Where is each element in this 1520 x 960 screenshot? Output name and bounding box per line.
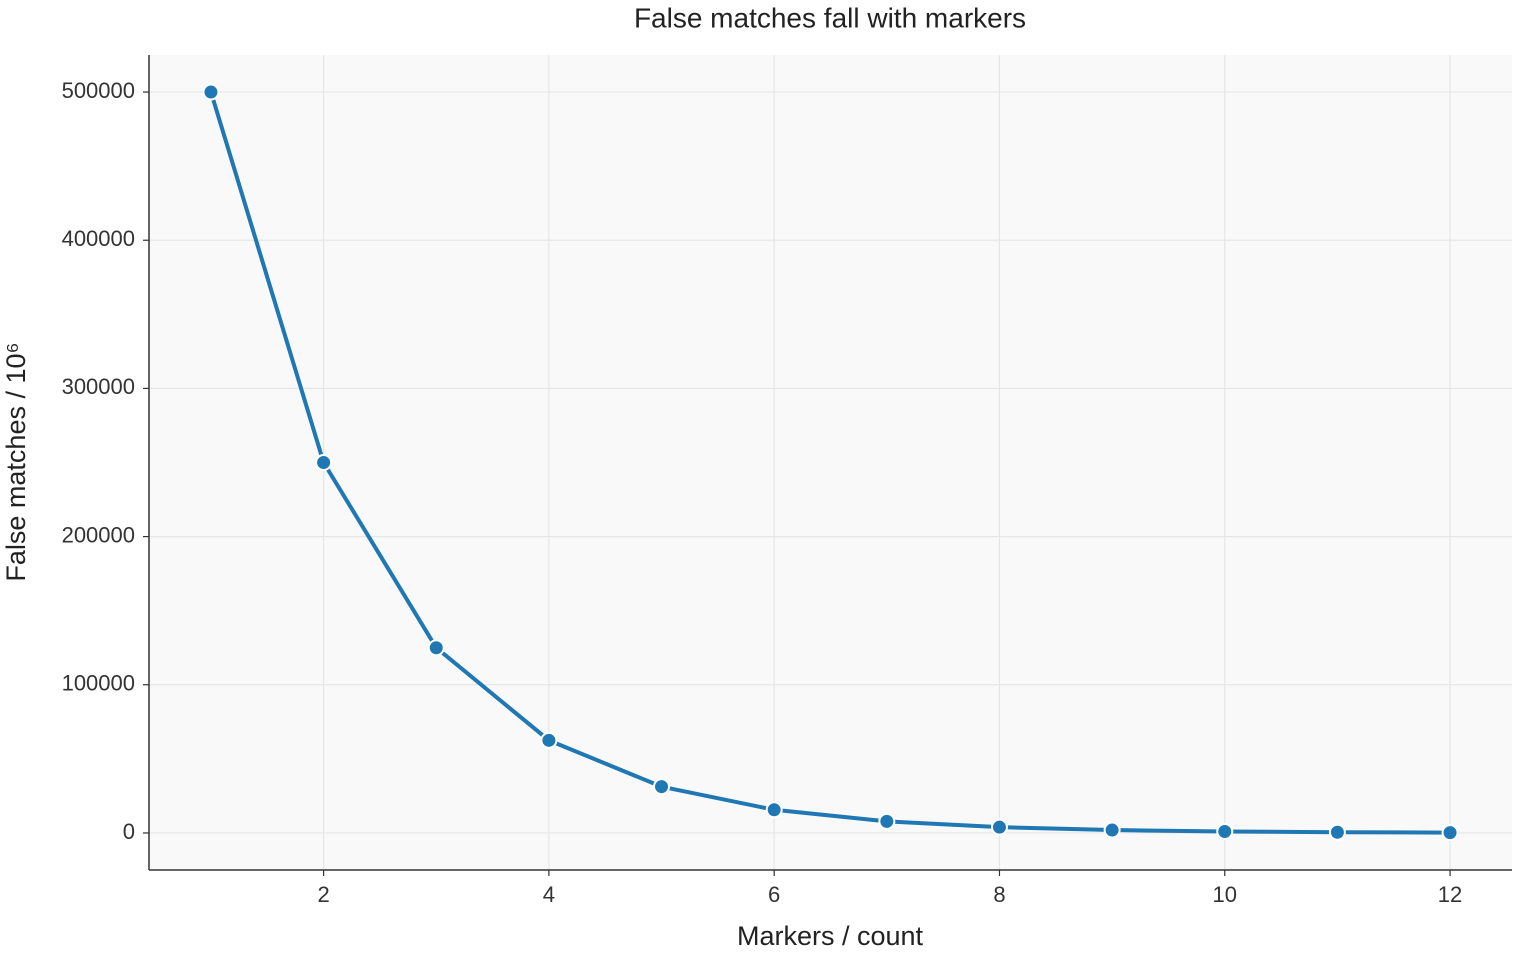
point [315,454,333,471]
y-tick-label: 200000 [62,522,135,547]
point [540,731,558,749]
y-tick-label: 500000 [62,78,135,103]
y-tick-label: 300000 [62,374,135,399]
x-tick-label: 2 [317,882,329,907]
x-tick-label: 4 [543,882,555,907]
point [202,83,220,101]
point [1103,821,1121,839]
point [1328,823,1346,841]
point [765,801,783,819]
plot-area [149,55,1512,870]
series-line [209,91,1451,835]
x-tick-label: 10 [1213,882,1237,907]
point [878,812,896,830]
x-tick-label: 8 [993,882,1005,907]
y-tick-label: 400000 [62,226,135,251]
y-axis-label: False matches / 10⁶ [1,342,31,581]
grid [149,55,1512,870]
point [1216,823,1234,841]
y-tick-label: 100000 [62,671,135,696]
point [653,778,671,796]
x-tick-label: 6 [768,882,780,907]
x-axis-label: Markers / count [737,921,924,951]
point [990,818,1008,836]
point [427,639,445,657]
chart-title: False matches fall with markers [634,2,1026,33]
marks [202,83,1459,842]
x-tick-label: 12 [1438,882,1462,907]
y-tick-label: 0 [123,819,135,844]
point [1441,824,1459,842]
